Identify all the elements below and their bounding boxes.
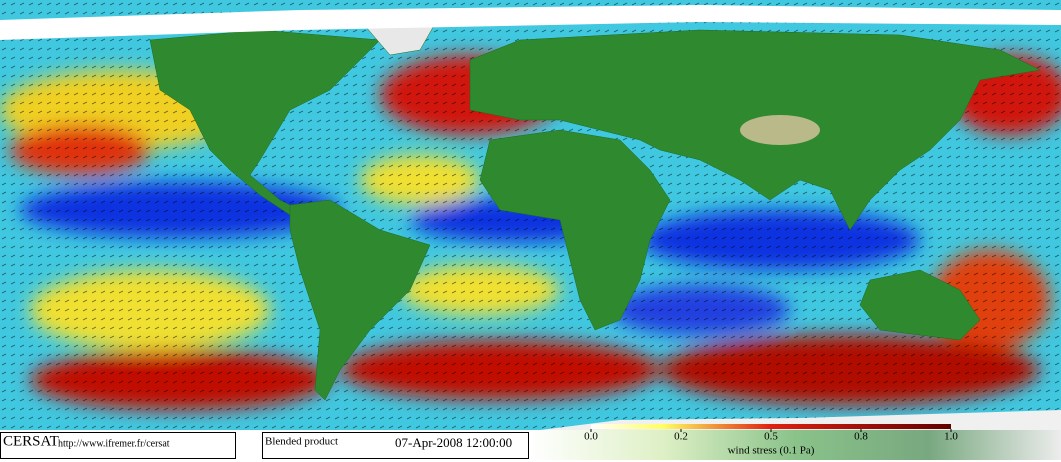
colorbar (591, 424, 951, 429)
colorbar-tick-label: 0.0 (584, 431, 598, 443)
ocean-field (0, 0, 1061, 430)
product-name: Blended product (265, 436, 338, 448)
colorbar-background (530, 430, 1061, 460)
colorbar-tick-label: 0.8 (854, 431, 868, 443)
credit-box (0, 432, 236, 459)
colorbar-tick-label: 0.2 (674, 431, 688, 443)
colorbar-tick-label: 0.5 (764, 431, 778, 443)
org: CERSAT (3, 433, 59, 449)
colorbar-label: wind stress (0.1 Pa) (728, 445, 815, 457)
product-box (262, 432, 529, 459)
colorbar-tick-label: 1.0 (944, 431, 958, 443)
url: http://www.ifremer.fr/cersat (58, 438, 170, 449)
datetime: 07-Apr-2008 12:00:00 (395, 435, 512, 450)
colorbar-ticks: 0.0 0.2 0.5 0.8 1.0 (584, 429, 958, 443)
